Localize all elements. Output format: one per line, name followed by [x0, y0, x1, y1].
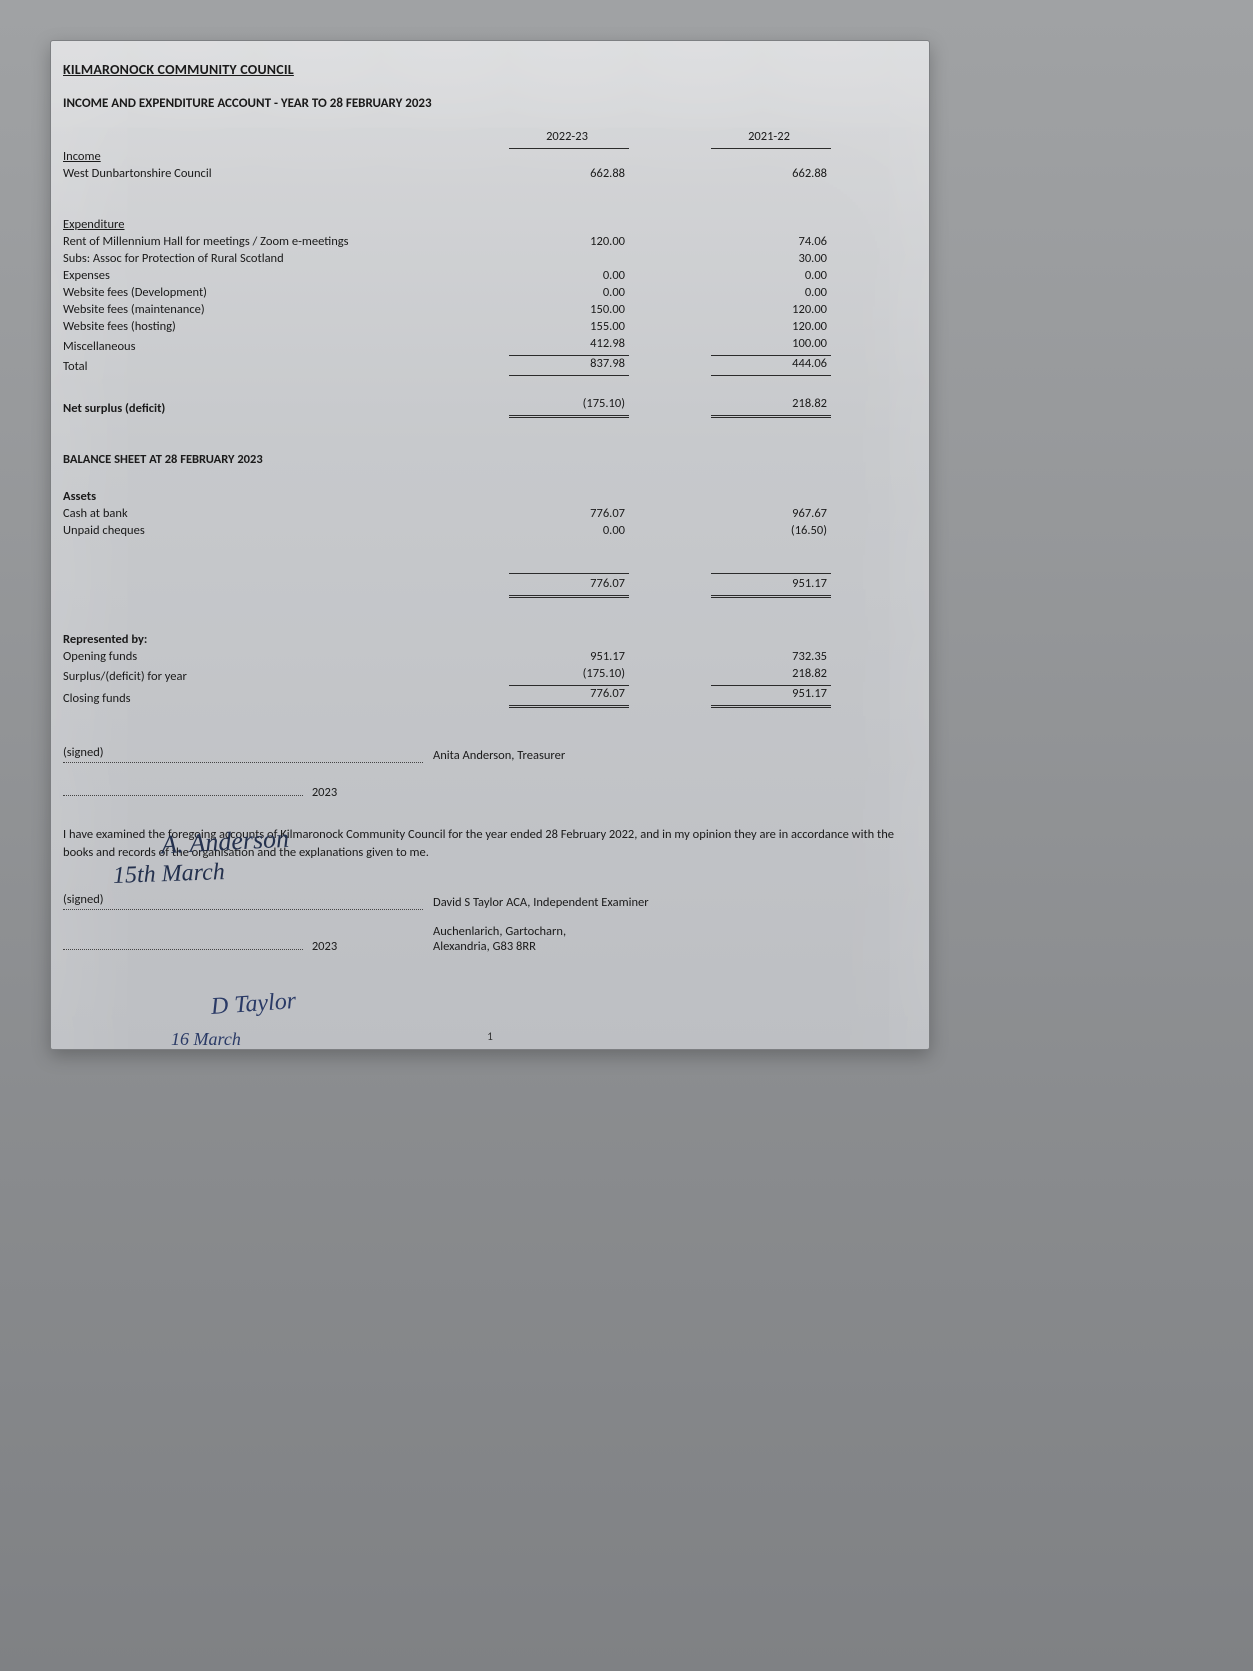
row-label: Cash at bank: [63, 506, 503, 523]
row-label: Expenses: [63, 268, 503, 285]
document-paper: KILMARONOCK COMMUNITY COUNCIL INCOME AND…: [50, 40, 930, 1050]
row-value-prior: 951.17: [711, 686, 831, 708]
income-section: Income: [63, 149, 917, 166]
row-value-prior: 218.82: [711, 396, 831, 418]
table-row: Rent of Millennium Hall for meetings / Z…: [63, 234, 917, 251]
row-value-current: 0.00: [509, 268, 629, 285]
examiner-statement: I have examined the foregoing accounts o…: [63, 826, 917, 861]
page-number: 1: [487, 1030, 493, 1043]
row-value-current: 150.00: [509, 302, 629, 319]
row-label: Website fees (maintenance): [63, 302, 503, 319]
row-label: Total: [63, 359, 503, 376]
row-label: Net surplus (deficit): [63, 401, 503, 418]
table-row: Unpaid cheques 0.00 (16.50): [63, 522, 917, 539]
row-value-current: (175.10): [509, 666, 629, 686]
signed-prefix: (signed): [63, 892, 106, 907]
table-row: Website fees (maintenance) 150.00 120.00: [63, 302, 917, 319]
row-label: Unpaid cheques: [63, 523, 503, 540]
row-label: Rent of Millennium Hall for meetings / Z…: [63, 234, 503, 251]
year-header-row: 2022-23 2021-22: [63, 129, 917, 149]
row-value-prior: 444.06: [711, 356, 831, 376]
photo-frame: KILMARONOCK COMMUNITY COUNCIL INCOME AND…: [0, 0, 1253, 1671]
year-suffix: 2023: [312, 939, 337, 954]
table-row: Website fees (hosting) 155.00 120.00: [63, 319, 917, 336]
row-value-current: 662.88: [509, 166, 629, 183]
handwritten-date-treasurer: 15th March: [113, 859, 226, 890]
year-prior: 2021-22: [711, 129, 831, 149]
date-line: [63, 931, 303, 950]
assets-total: 776.07 951.17: [63, 573, 917, 598]
row-value-current: 0.00: [509, 523, 629, 540]
row-value-prior: (16.50): [711, 523, 831, 540]
row-value-prior: 967.67: [711, 506, 831, 523]
closing-funds: Closing funds 776.07 951.17: [63, 686, 917, 708]
section-label: Represented by:: [63, 632, 503, 649]
row-value-current: 0.00: [509, 285, 629, 302]
org-title: KILMARONOCK COMMUNITY COUNCIL: [63, 61, 917, 78]
year-suffix: 2023: [312, 785, 337, 800]
date-line: [63, 777, 303, 796]
row-value-prior: 120.00: [711, 302, 831, 319]
row-label: West Dunbartonshire Council: [63, 166, 503, 183]
row-label: Opening funds: [63, 649, 503, 666]
table-row: Subs: Assoc for Protection of Rural Scot…: [63, 251, 917, 268]
table-row: Expenses 0.00 0.00: [63, 268, 917, 285]
row-value-prior: 120.00: [711, 319, 831, 336]
row-value-current: 776.07: [509, 686, 629, 708]
row-value-prior: 662.88: [711, 166, 831, 183]
expenditure-section: Expenditure: [63, 217, 917, 234]
table-row: Cash at bank 776.07 967.67: [63, 505, 917, 522]
net-row: Net surplus (deficit) (175.10) 218.82: [63, 396, 917, 418]
row-label: Subs: Assoc for Protection of Rural Scot…: [63, 251, 503, 268]
row-label: Website fees (hosting): [63, 319, 503, 336]
row-value-current: 412.98: [509, 336, 629, 356]
signature-line: (signed): [63, 744, 423, 763]
examiner-signature-block: (signed) David S Taylor ACA, Independent…: [63, 891, 917, 954]
row-value-current: 776.07: [509, 506, 629, 523]
row-value-prior: 218.82: [711, 666, 831, 686]
signature-line: (signed): [63, 891, 423, 910]
financial-table: 2022-23 2021-22 Income West Dunbartonshi…: [63, 129, 917, 708]
examiner-name: David S Taylor ACA, Independent Examiner: [433, 895, 893, 910]
assets-section: Assets: [63, 488, 917, 505]
row-label: Miscellaneous: [63, 339, 503, 356]
signed-prefix: (signed): [63, 745, 106, 760]
table-row: Surplus/(deficit) for year (175.10) 218.…: [63, 666, 917, 686]
row-value-prior: 0.00: [711, 285, 831, 302]
row-value-prior: 732.35: [711, 649, 831, 666]
row-value-current: 837.98: [509, 356, 629, 376]
table-row: Miscellaneous 412.98 100.00: [63, 336, 917, 356]
row-value-prior: 30.00: [711, 251, 831, 268]
section-label: Assets: [63, 489, 503, 506]
treasurer-signature-block: (signed) Anita Anderson, Treasurer 2023: [63, 744, 917, 800]
row-value-current: 120.00: [509, 234, 629, 251]
examiner-address-1: Auchenlarich, Gartocharn,: [433, 924, 893, 939]
row-label: Website fees (Development): [63, 285, 503, 302]
table-row: West Dunbartonshire Council 662.88 662.8…: [63, 166, 917, 183]
account-subtitle: INCOME AND EXPENDITURE ACCOUNT - YEAR TO…: [63, 96, 917, 111]
represented-section: Represented by:: [63, 632, 917, 649]
row-label: Surplus/(deficit) for year: [63, 669, 503, 686]
row-label: Closing funds: [63, 691, 503, 708]
table-row: Website fees (Development) 0.00 0.00: [63, 285, 917, 302]
expenditure-total: Total 837.98 444.06: [63, 356, 917, 376]
row-value-current: 155.00: [509, 319, 629, 336]
row-value-prior: 0.00: [711, 268, 831, 285]
row-value-prior: 74.06: [711, 234, 831, 251]
examiner-address-2: Alexandria, G83 8RR: [433, 939, 893, 954]
section-label: Income: [63, 149, 503, 166]
handwritten-date-examiner: 16 March: [171, 1029, 241, 1050]
table-row: Opening funds 951.17 732.35: [63, 649, 917, 666]
treasurer-name: Anita Anderson, Treasurer: [433, 748, 893, 763]
year-current: 2022-23: [509, 129, 629, 149]
balance-title: BALANCE SHEET AT 28 FEBRUARY 2023: [63, 452, 917, 469]
row-value-prior: 100.00: [711, 336, 831, 356]
row-value-prior: 951.17: [711, 573, 831, 598]
row-value-current: 776.07: [509, 573, 629, 598]
section-label: Expenditure: [63, 217, 503, 234]
row-value-current: 951.17: [509, 649, 629, 666]
row-value-current: (175.10): [509, 396, 629, 418]
handwritten-signature-examiner: D Taylor: [210, 988, 297, 1021]
